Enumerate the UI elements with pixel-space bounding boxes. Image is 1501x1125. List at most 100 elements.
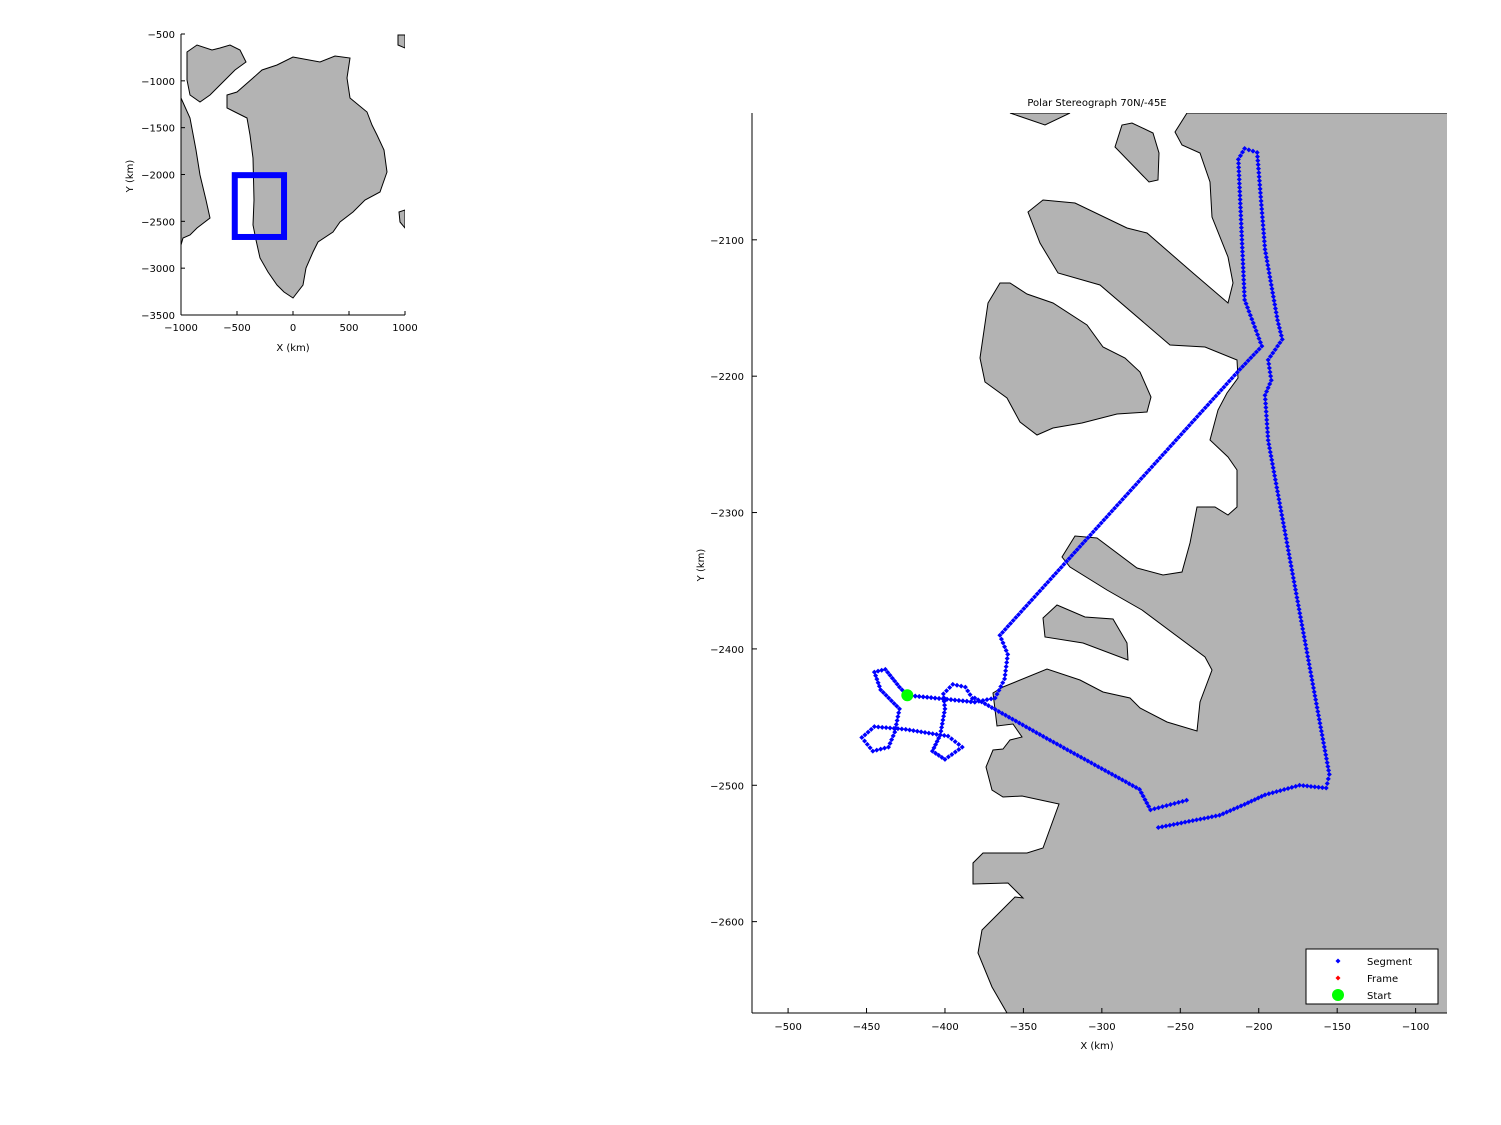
track-point	[1294, 594, 1300, 600]
track-point	[1277, 788, 1283, 794]
track-point	[940, 717, 946, 723]
track-point	[1000, 680, 1006, 686]
land-polygon	[1009, 113, 1071, 126]
track-point	[1250, 320, 1256, 326]
track-point	[1267, 369, 1273, 375]
track-point	[1321, 740, 1327, 746]
map-title: Polar Stereograph 70N/-45E	[1027, 98, 1166, 109]
legend-label-frame: Frame	[1367, 974, 1398, 985]
track-point	[1239, 241, 1245, 247]
track-point	[1310, 681, 1316, 687]
track-point	[1099, 766, 1105, 772]
track-point	[1272, 347, 1278, 353]
track-point	[1178, 431, 1184, 437]
track-point	[1302, 638, 1308, 644]
track-point	[998, 684, 1004, 690]
inset-x-label: X (km)	[276, 343, 309, 354]
track-point	[1256, 335, 1262, 341]
track-point	[885, 669, 891, 675]
track-point	[1064, 747, 1070, 753]
track-point	[1109, 508, 1115, 514]
track-point	[1189, 420, 1195, 426]
track-point	[1126, 781, 1132, 787]
track-point	[871, 724, 877, 730]
track-point	[894, 681, 900, 687]
track-point	[1234, 804, 1240, 810]
track-point	[994, 691, 1000, 697]
track-point	[1319, 785, 1325, 791]
track-point	[962, 684, 968, 690]
track-point	[988, 696, 994, 702]
legend-label-segment: Segment	[1367, 957, 1412, 968]
track-point	[1259, 343, 1265, 349]
track-point	[1213, 393, 1219, 399]
track-point	[1269, 286, 1275, 292]
track-point	[1306, 661, 1312, 667]
track-point	[1114, 502, 1120, 508]
track-point	[1152, 461, 1158, 467]
track-point	[1263, 250, 1269, 256]
track-point	[1047, 737, 1053, 743]
track-point	[1238, 217, 1244, 223]
track-point	[1024, 603, 1030, 609]
track-point	[883, 725, 889, 731]
track-point	[949, 751, 955, 757]
track-point	[1275, 343, 1281, 349]
track-point	[954, 682, 960, 688]
track-point	[1263, 413, 1269, 419]
track-point	[1289, 784, 1295, 790]
track-point	[1264, 417, 1270, 423]
track-point	[1138, 790, 1144, 796]
track-point	[1167, 822, 1173, 828]
track-point	[1205, 815, 1211, 821]
track-point	[1042, 582, 1048, 588]
track-point	[1128, 488, 1134, 493]
track-point	[1130, 485, 1136, 491]
track-point	[1300, 783, 1306, 789]
track-point	[1259, 206, 1265, 212]
track-point	[1287, 555, 1293, 561]
track-point	[942, 702, 948, 708]
track-point	[899, 726, 905, 732]
track-point	[1300, 626, 1306, 632]
track-point	[1304, 650, 1310, 656]
track-point	[1239, 249, 1245, 255]
track-point	[1197, 816, 1203, 822]
track-point	[1005, 651, 1011, 657]
track-point	[1258, 194, 1264, 200]
track-point	[1280, 516, 1286, 522]
track-point	[936, 695, 942, 701]
track-point	[1291, 579, 1297, 585]
track-point	[926, 730, 932, 736]
track-point	[1285, 785, 1291, 791]
track-point	[1325, 764, 1331, 770]
track-point	[887, 672, 893, 678]
legend-marker-frame	[1335, 975, 1341, 981]
track-point	[1154, 458, 1160, 464]
track-point	[940, 691, 946, 697]
track-point	[1016, 612, 1022, 618]
track-point	[952, 739, 958, 745]
track-point	[1305, 657, 1311, 663]
track-point	[1157, 455, 1163, 461]
track-point	[882, 666, 888, 672]
inset-y-label: Y (km)	[125, 160, 136, 194]
track-point	[1298, 618, 1304, 624]
main-x-tick-label: −100	[1402, 1022, 1429, 1033]
track-point	[1006, 714, 1012, 720]
track-point	[1232, 372, 1238, 378]
track-point	[1064, 558, 1070, 564]
track-point	[1000, 640, 1006, 646]
track-point	[1184, 797, 1190, 803]
track-point	[903, 726, 909, 732]
track-point	[1270, 290, 1276, 296]
track-point	[1292, 583, 1298, 589]
track-point	[1266, 365, 1272, 371]
track-point	[1284, 539, 1290, 545]
track-point	[1265, 433, 1271, 439]
track-point	[1102, 767, 1108, 773]
track-point	[1180, 798, 1186, 804]
track-point	[1270, 350, 1276, 356]
track-point	[1267, 274, 1273, 280]
